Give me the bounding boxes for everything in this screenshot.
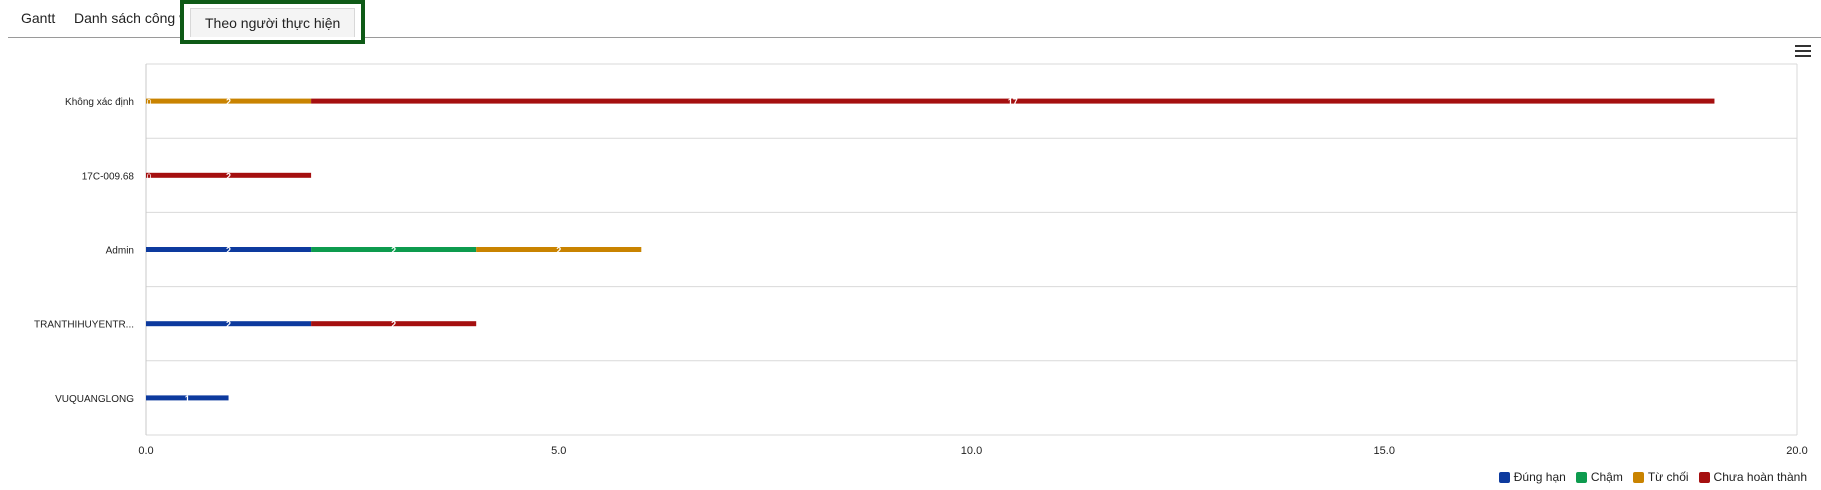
bar-data-label-zero: 0 [147,172,152,181]
bar-data-label: 1 [185,394,190,404]
bar-data-label: 2 [226,320,231,330]
tab-bar: Gantt Danh sách công việc Theo người thự… [8,0,1821,44]
bar-data-label: 2 [556,246,561,256]
chart-legend: Đúng hạn Chậm Từ chối Chưa hoàn thành [1498,470,1807,484]
bar-data-label: 2 [226,246,231,256]
y-category-label: 17C-009.68 [82,171,135,182]
legend-label: Chậm [1590,470,1623,484]
bar-data-label: 2 [226,97,231,107]
legend-swatch [1498,471,1510,483]
tab-by-assignee-label: Theo người thực hiện [190,8,356,37]
bar-segment [146,172,312,178]
x-tick-label: 10.0 [961,445,982,457]
y-category-label: Admin [106,246,134,257]
legend-label: Đúng hạn [1513,470,1566,484]
bar-segment [146,395,229,401]
y-category-label: TRANTHIHUYENTR... [34,320,134,331]
legend-swatch [1632,471,1644,483]
legend-item[interactable]: Từ chối [1632,470,1689,484]
chart-menu-icon[interactable] [1795,45,1811,57]
bar-segment [311,98,1715,104]
legend-label: Chưa hoàn thành [1713,470,1807,484]
bar-data-label-zero: 0 [147,98,152,107]
x-tick-label: 15.0 [1374,445,1395,457]
x-tick-label: 5.0 [551,445,566,457]
tab-task-list[interactable]: Danh sách công việc [74,10,204,26]
legend-item[interactable]: Chưa hoàn thành [1698,470,1807,484]
legend-label: Từ chối [1647,470,1689,484]
legend-swatch [1698,471,1710,483]
legend-swatch [1575,471,1587,483]
bar-segment [146,247,312,252]
bar-segment [311,247,477,252]
bar-segment [311,321,477,327]
bar-segment [146,98,312,104]
legend-item[interactable]: Chậm [1575,470,1623,484]
tab-by-assignee[interactable]: Theo người thực hiện [180,0,366,44]
x-tick-label: 20.0 [1786,445,1807,457]
bar-data-label: 2 [391,246,396,256]
legend-item[interactable]: Đúng hạn [1498,470,1566,484]
bar-data-label: 2 [391,320,396,330]
bar-data-label: 2 [226,171,231,181]
y-category-label: VUQUANGLONG [55,394,134,405]
tab-gantt[interactable]: Gantt [21,10,56,26]
bar-segment [146,321,312,327]
bar-data-label: 17 [1008,97,1018,107]
bar-segment [476,247,642,252]
y-category-label: Không xác định [65,97,134,108]
x-tick-label: 0.0 [138,445,153,457]
